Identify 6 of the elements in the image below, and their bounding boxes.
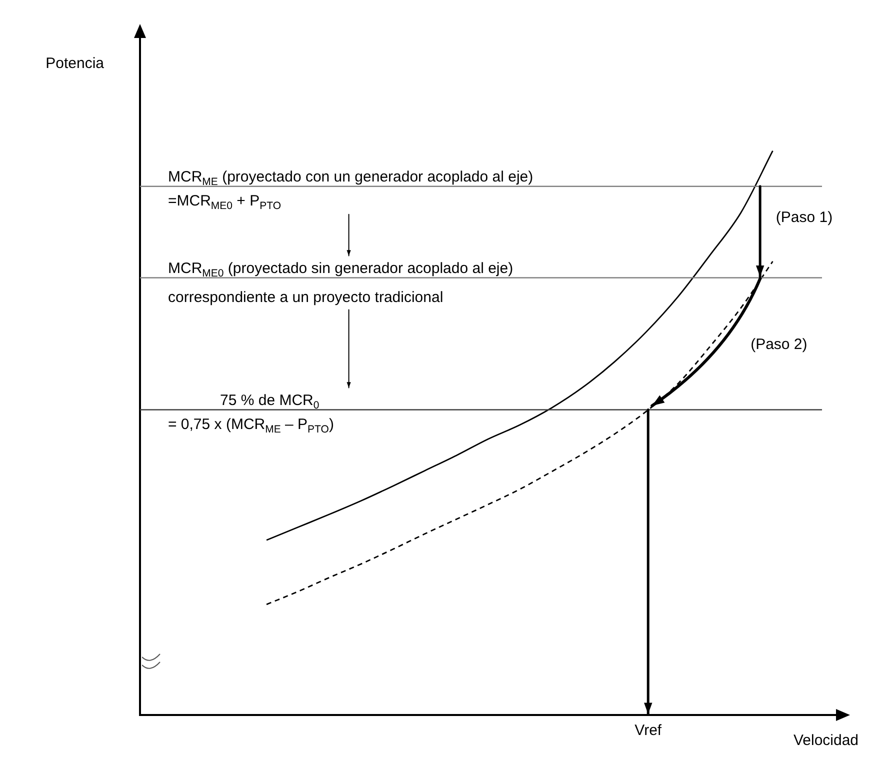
text: Vref [634,722,662,739]
annotation: correspondiente a un proyecto tradicional [168,288,444,306]
x-axis-title: Velocidad [793,732,859,749]
annotation: (Paso 1) [776,209,833,226]
text: Potencia [46,55,105,72]
annotation: (Paso 2) [750,336,808,353]
